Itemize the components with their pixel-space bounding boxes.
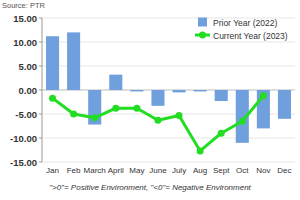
marker [239, 118, 246, 125]
legend-marker [199, 32, 206, 39]
bar [109, 75, 122, 90]
bar [130, 90, 143, 91]
marker [154, 117, 161, 124]
footnote: ">0"= Positive Environment, "<0"= Negati… [49, 183, 251, 192]
bar [173, 90, 186, 92]
x-tick-label: Nov [256, 166, 270, 175]
grid-line [42, 138, 295, 139]
marker [218, 130, 225, 137]
bar [215, 90, 228, 101]
bar [194, 90, 207, 91]
legend-label: Prior Year (2022) [213, 18, 277, 28]
bar [46, 36, 59, 90]
x-tick-label: Sept [213, 166, 230, 175]
x-tick-label: July [172, 166, 186, 175]
x-tick-label: Feb [67, 166, 81, 175]
source-note: Source: PTR [2, 1, 46, 10]
bar [257, 90, 270, 128]
y-tick-label: 0.00 [19, 85, 38, 96]
x-tick-label: June [149, 166, 167, 175]
marker [197, 147, 204, 154]
bar [278, 90, 291, 119]
legend-label: Current Year (2023) [213, 31, 288, 41]
bar [151, 90, 164, 106]
marker [70, 111, 77, 118]
plot-marks [46, 32, 291, 154]
y-tick-label: -5.00 [15, 109, 37, 120]
legend: Prior Year (2022) Current Year (2023) [195, 18, 288, 41]
marker [49, 95, 56, 102]
bar [67, 32, 80, 90]
x-tick-label: Dec [277, 166, 291, 175]
grid-line [42, 162, 295, 163]
y-tick-label: -10.00 [10, 133, 37, 144]
x-tick-label: Oct [236, 166, 249, 175]
y-axis [42, 18, 43, 162]
legend-swatch [198, 18, 207, 27]
y-tick-label: -15.00 [10, 157, 37, 168]
marker [260, 92, 267, 99]
marker [112, 105, 119, 112]
marker [91, 114, 98, 121]
x-tick-label: Jan [46, 166, 59, 175]
x-tick-label: Aug [193, 166, 207, 175]
y-tick-label: 10.00 [13, 37, 37, 48]
x-tick-label: April [108, 166, 124, 175]
x-tick-label: March [84, 166, 106, 175]
marker [133, 105, 140, 112]
bar [88, 90, 101, 125]
line [53, 96, 264, 151]
marker [176, 112, 183, 119]
y-tick-label: 15.00 [13, 13, 37, 24]
x-tick-label: May [129, 166, 144, 175]
chart: -15.00 -10.00 -5.00 0.00 5.00 10.00 15.00 Jan Fe… [0, 0, 300, 200]
y-tick-label: 5.00 [19, 61, 38, 72]
